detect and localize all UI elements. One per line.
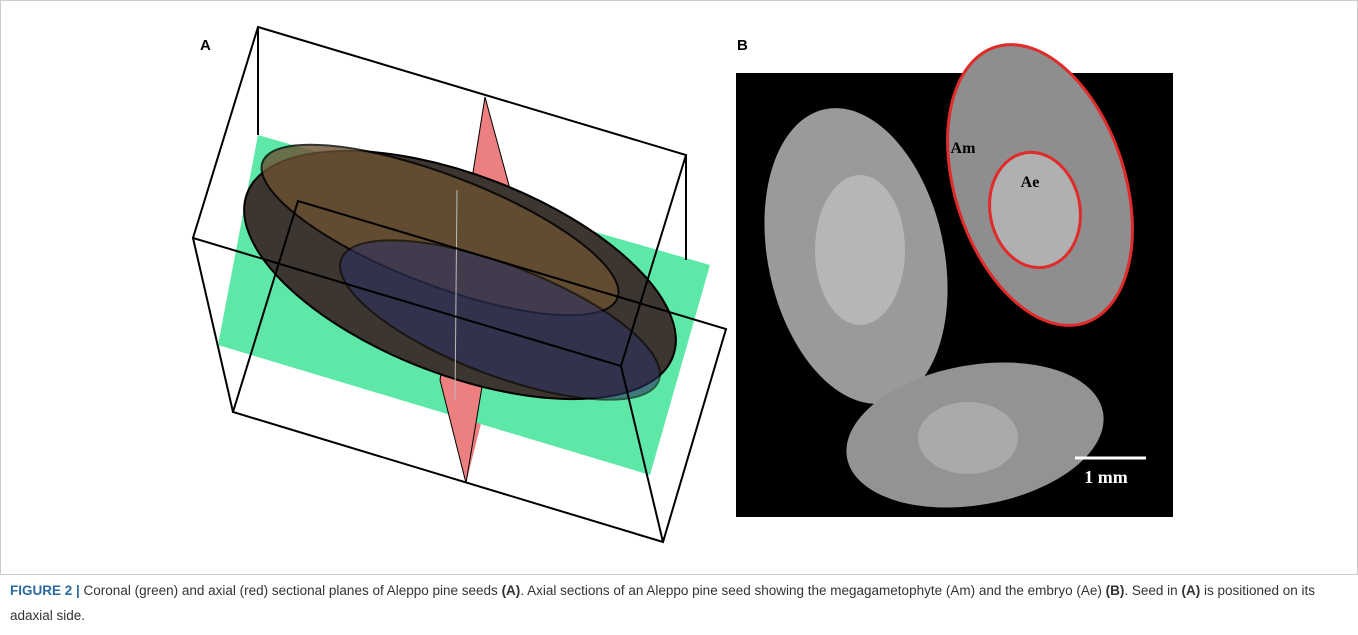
panel-label: B bbox=[737, 37, 748, 54]
caption: FIGURE 2 | Coronal (green) and axial (re… bbox=[10, 578, 1345, 628]
caption-text: is positioned on its adaxial side. bbox=[10, 583, 1316, 623]
annotation: Am bbox=[951, 140, 977, 157]
annotation: Ae bbox=[1021, 174, 1040, 191]
scale-bar-label: 1 mm bbox=[1084, 467, 1128, 487]
panel-label: A bbox=[200, 37, 211, 54]
caption-text: . Axial sections of an Aleppo pine seed … bbox=[520, 583, 1106, 598]
figure: A B Am Ae 1 mm bbox=[0, 0, 1358, 575]
panel-b: Am Ae 1 mm bbox=[736, 43, 1173, 517]
caption-text: (B) bbox=[1105, 583, 1125, 598]
caption-text: (A) bbox=[1181, 583, 1201, 598]
caption-text: FIGURE 2 | bbox=[10, 583, 80, 598]
panel-a bbox=[191, 25, 728, 544]
caption-text: (A) bbox=[501, 583, 521, 598]
caption-text: Coronal (green) and axial (red) sectiona… bbox=[79, 583, 502, 598]
caption-text: . Seed in bbox=[1124, 583, 1182, 598]
